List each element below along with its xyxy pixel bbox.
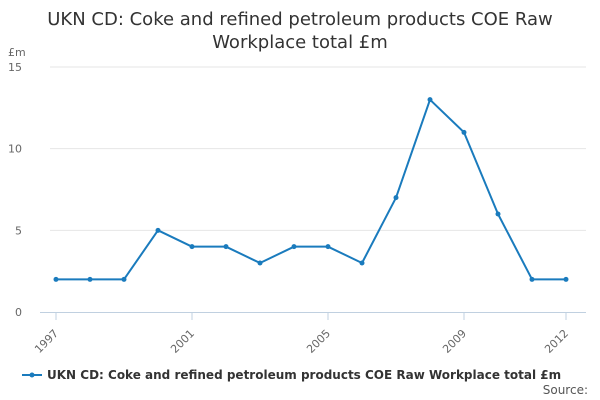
legend-swatch-icon: [22, 372, 42, 378]
y-tick-label: 15: [8, 61, 22, 74]
y-tick-label: 5: [15, 224, 22, 237]
y-axis-unit: £m: [8, 46, 26, 59]
data-point[interactable]: [325, 244, 331, 250]
x-tick-label: 1997: [32, 327, 61, 356]
data-point[interactable]: [495, 211, 501, 217]
data-point[interactable]: [53, 276, 59, 282]
data-point[interactable]: [155, 227, 161, 233]
source-label: Source:: [542, 383, 588, 397]
data-point[interactable]: [359, 260, 365, 266]
x-tick-label: 2012: [542, 327, 571, 356]
data-point[interactable]: [393, 195, 399, 201]
y-tick-label: 10: [8, 143, 22, 156]
data-point[interactable]: [461, 129, 467, 135]
data-point[interactable]: [291, 244, 297, 250]
y-axis-ticks: 0 5 10 15: [8, 61, 22, 319]
x-tick-label: 2009: [440, 327, 469, 356]
data-point[interactable]: [529, 276, 535, 282]
data-point[interactable]: [87, 276, 93, 282]
legend-label: UKN CD: Coke and refined petroleum produ…: [47, 368, 562, 382]
data-point[interactable]: [121, 276, 127, 282]
gridlines: [50, 66, 586, 231]
series-line: [56, 98, 566, 281]
chart-title: UKN CD: Coke and refined petroleum produ…: [47, 9, 553, 53]
legend[interactable]: UKN CD: Coke and refined petroleum produ…: [22, 366, 561, 384]
x-tick-label: 2001: [168, 327, 197, 356]
data-point[interactable]: [563, 276, 569, 282]
axes: [40, 312, 586, 320]
series-layer: [53, 97, 569, 282]
x-tick-label: 2005: [304, 327, 333, 356]
y-tick-label: 0: [15, 306, 22, 319]
data-point[interactable]: [257, 260, 263, 266]
x-axis-ticks: 1997 2001 2005 2009 2012: [32, 327, 571, 356]
data-point[interactable]: [427, 97, 433, 103]
data-point[interactable]: [223, 244, 229, 250]
data-point[interactable]: [189, 244, 195, 250]
